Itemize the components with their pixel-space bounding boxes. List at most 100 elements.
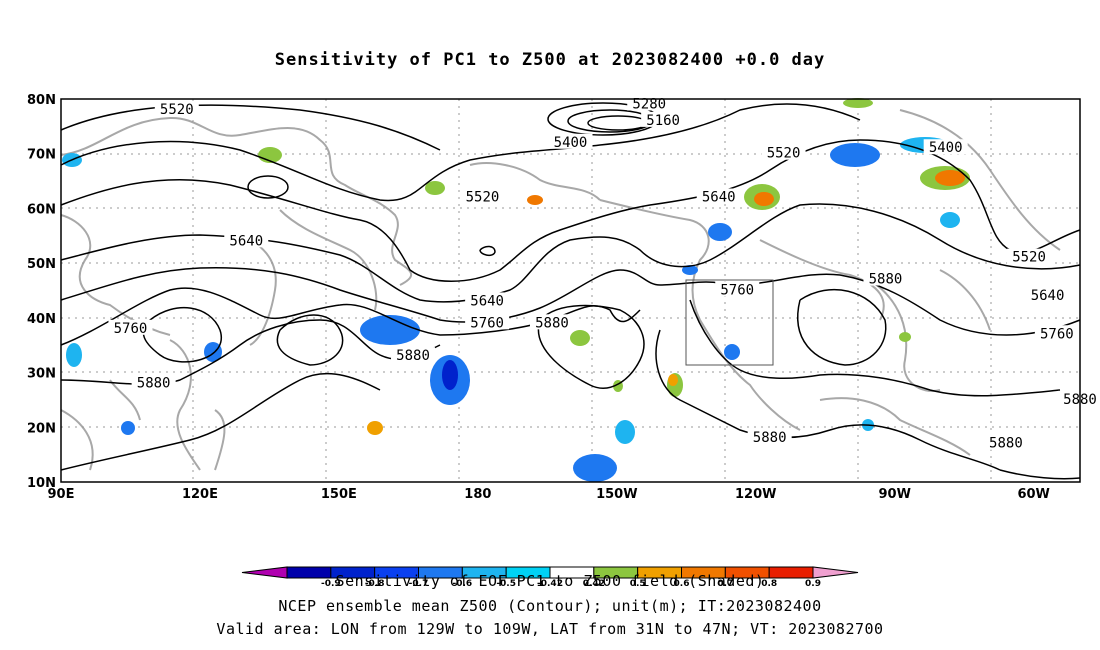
contour-label-bg: [465, 292, 510, 308]
contour-label: 5640: [229, 233, 263, 249]
lat-tick-label: 20N: [27, 421, 56, 436]
shaded-sensitivity: [62, 98, 970, 482]
green-patch: [570, 330, 590, 346]
lat-tick-label: 30N: [27, 367, 56, 382]
contour-label: 5280: [632, 96, 666, 112]
green-patch: [843, 98, 873, 108]
contour-label-bg: [154, 100, 199, 116]
lon-tick-label: 90E: [48, 487, 75, 502]
orange-patch: [754, 192, 774, 206]
map-frame: [61, 99, 1080, 482]
blue-patch: [724, 344, 740, 360]
contour-label-bg: [1025, 286, 1070, 302]
contour-label-bg: [131, 374, 176, 390]
blue-patch: [940, 212, 960, 228]
orange-patch: [935, 170, 965, 186]
contour-label: 5880: [137, 376, 171, 392]
green-patch: [425, 181, 445, 195]
blue-patch: [121, 421, 135, 435]
lon-tick-label: 150E: [321, 487, 357, 502]
lat-tick-label: 50N: [27, 257, 56, 272]
colorbar-high-extend: [812, 566, 859, 579]
contour-label-bg: [983, 434, 1028, 450]
lon-tick-label: 90W: [879, 487, 911, 502]
contour-label: 5520: [1012, 250, 1046, 266]
contour-label: 5760: [1040, 326, 1074, 342]
contour-label: 5160: [646, 113, 680, 129]
latitude-labels: 80N 70N 60N 50N 40N 30N 20N 10N: [27, 93, 56, 491]
contour-label: 5520: [466, 189, 500, 205]
contour-label-bg: [1058, 390, 1100, 406]
figure-title: Sensitivity of PC1 to Z500 at 2023082400…: [274, 50, 826, 70]
contour-label-bg: [696, 188, 741, 204]
colorbar-tick-label: -0.5: [496, 579, 516, 589]
contour-label-bg: [391, 347, 436, 363]
contour-label: 5880: [396, 348, 430, 364]
lat-tick-label: 60N: [27, 202, 56, 217]
blue-patch: [708, 223, 732, 241]
colorbar-tick-label: 0.6: [674, 579, 690, 589]
blue-patch: [442, 360, 458, 390]
contour-label: 5640: [1031, 288, 1065, 304]
orange-patch: [668, 374, 678, 386]
map-border: [60, 98, 1081, 483]
contour-label-bg: [465, 314, 510, 330]
coastlines: [60, 109, 1061, 471]
blue-patch: [615, 420, 635, 444]
valid-area-box: [685, 279, 774, 366]
lon-tick-label: 120E: [182, 487, 218, 502]
contour-label-bg: [460, 188, 505, 204]
contour-label: 5880: [869, 272, 903, 288]
colorbar-tick-label: -0.6: [452, 579, 472, 589]
contour-label: 5520: [160, 102, 194, 118]
caption-shaded: Sensitivity of EOF PC1 to Z500 field (Sh…: [335, 572, 765, 590]
blue-patch: [360, 315, 420, 345]
lon-tick-label: 120W: [735, 487, 776, 502]
contour-label: 5880: [753, 430, 787, 446]
contour-label-bg: [863, 270, 908, 286]
contour-label: 5640: [702, 189, 736, 205]
contour-label-bg: [108, 319, 153, 335]
contour-label: 5760: [720, 283, 754, 299]
green-patch: [899, 332, 911, 342]
colorbar-tick-label: 0.5: [630, 579, 646, 589]
orange-patch: [527, 195, 543, 205]
blue-patch: [682, 265, 698, 275]
colorbar-tick-label: -0.9: [321, 579, 341, 589]
contour-label: 5880: [989, 436, 1023, 452]
contour-label-bg: [715, 281, 760, 297]
colorbar-tick-label: 0.8: [761, 579, 777, 589]
contour-label-bg: [747, 429, 792, 445]
colorbar-tick-label: -0.42: [537, 579, 563, 589]
contour-label: 5400: [929, 140, 963, 156]
contour-label-bg: [1034, 325, 1079, 341]
lat-tick-label: 40N: [27, 312, 56, 327]
contour-label-bg: [224, 232, 269, 248]
lon-tick-label: 60W: [1017, 487, 1049, 502]
longitude-labels: 90E 120E 150E 180 150W 120W 90W 60W: [48, 487, 1050, 502]
blue-patch: [66, 343, 82, 367]
lat-tick-label: 10N: [27, 476, 56, 491]
contour-label-bg: [923, 139, 968, 155]
lat-tick-label: 70N: [27, 148, 56, 163]
lon-tick-label: 180: [464, 487, 491, 502]
caption-contour: NCEP ensemble mean Z500 (Contour); unit(…: [278, 597, 822, 615]
lon-tick-label: 150W: [596, 487, 637, 502]
colorbar-tick-label: 0.7: [717, 579, 733, 589]
colorbar: -0.9 -0.8 -0.7 -0.6 -0.5 -0.42 0.42 0.5 0.6 0.7 0.…: [241, 566, 859, 589]
colorbar-tick-label: 0.9: [805, 579, 821, 589]
contour-label-bg: [1007, 248, 1052, 264]
colorbar-tick-label: 0.42: [583, 579, 605, 589]
contour-label: 5760: [470, 315, 504, 331]
contour-label: 5760: [114, 321, 148, 337]
colorbar-tick-label: -0.8: [365, 579, 385, 589]
contour-label-bg: [548, 133, 593, 149]
caption-valid-area: Valid area: LON from 129W to 109W, LAT f…: [216, 620, 884, 638]
contour-label-bg: [761, 144, 806, 160]
contour-label: 5400: [554, 135, 588, 151]
contour-label: 5880: [535, 315, 569, 331]
orange-patch: [367, 421, 383, 435]
contour-label: 5520: [767, 146, 801, 162]
